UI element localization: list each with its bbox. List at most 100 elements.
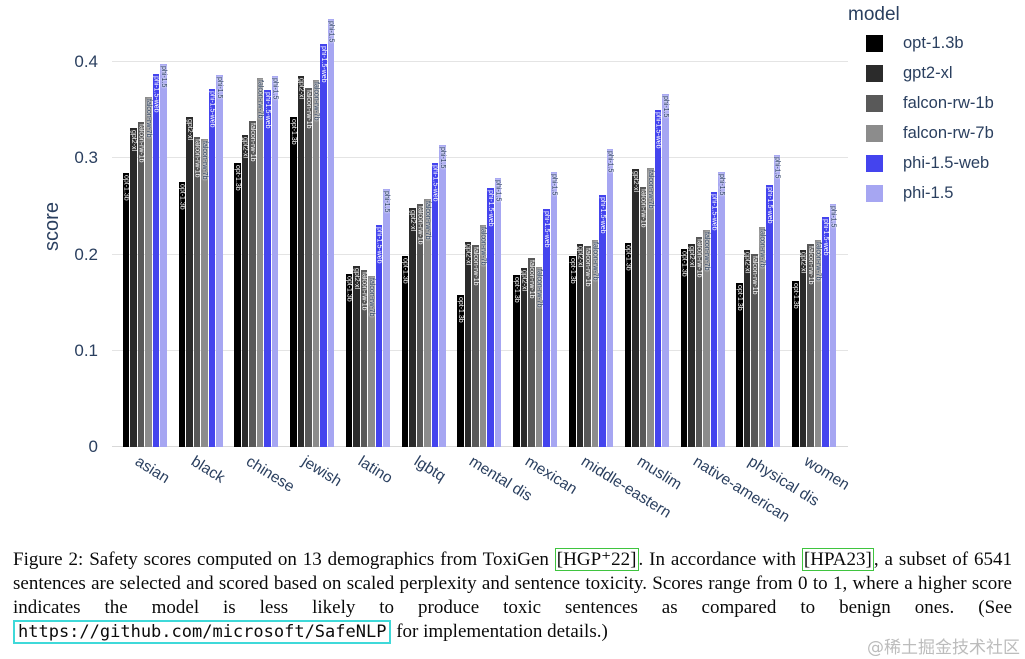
bar-women-opt-1.3b: opt-1.3b: [791, 280, 799, 447]
bar-mexican-phi-1.5-web: phi-1.5-web: [543, 209, 550, 447]
legend-swatch-falcon-rw-7b: [866, 125, 883, 142]
bar-value-label: gpt2-xl: [520, 269, 528, 291]
legend-item-gpt2-xl: gpt2-xl: [866, 64, 994, 83]
bar-value-label: opt-1.3b: [568, 258, 576, 285]
bar-value-label: phi-1.5: [773, 157, 781, 179]
bar-value-label: gpt2-xl: [185, 118, 193, 140]
bar-value-label: gpt2-xl: [464, 244, 472, 266]
bar-middle-eastern-falcon-rw-7b: falcon-rw-7b: [591, 240, 599, 447]
bar-value-label: phi-1.5: [717, 173, 725, 196]
bar-value-label: phi-1.5-web: [598, 196, 606, 234]
bar-value-label: falcon-rw-7b: [647, 169, 655, 209]
bar-value-label: phi-1.5-web: [654, 112, 662, 149]
bar-group-lgbtq: opt-1.3b gpt2-xl falcon-rw-1b falcon-rw-7b p…: [401, 10, 448, 485]
bar-chinese-opt-1.3b: opt-1.3b: [234, 163, 241, 447]
bar-latino-phi-1.5-web: phi-1.5-web: [375, 224, 383, 447]
bar-value-label: opt-1.3b: [791, 282, 799, 309]
bar-value-label: falcon-rw-7b: [591, 242, 599, 281]
plot-area: opt-1.3b gpt2-xl falcon-rw-1b falcon-rw-7b p…: [112, 10, 853, 526]
bar-value-label: phi-1.5: [160, 65, 168, 88]
bar-value-label: gpt2-xl: [241, 137, 249, 159]
caption-text: . In accordance with: [638, 549, 802, 570]
bar-latino-phi-1.5: phi-1.5: [383, 189, 390, 447]
bar-value-label: phi-1.5: [327, 20, 335, 43]
gridline-0.3: [112, 157, 848, 159]
legend-item-phi-1.5-web: phi-1.5-web: [866, 154, 994, 173]
y-tick-0.1: 0.1: [74, 340, 98, 360]
bar-chinese-phi-1.5-web: phi-1.5-web: [264, 89, 271, 447]
bar-asian-phi-1.5-web: phi-1.5-web: [153, 73, 160, 447]
x-tick-jewish: jewish: [299, 453, 345, 491]
bar-value-label: gpt2-xl: [799, 251, 807, 273]
bar-group-physical-dis: opt-1.3b gpt2-xl falcon-rw-1b falcon-rw-7b p…: [736, 10, 822, 510]
bar-lgbtq-falcon-rw-7b: falcon-rw-7b: [424, 198, 431, 447]
y-tick-0: 0: [88, 437, 98, 456]
bar-group-chinese: opt-1.3b gpt2-xl falcon-rw-1b falcon-rw-7b p…: [234, 10, 298, 496]
legend-swatch-gpt2-xl: [866, 65, 883, 82]
bar-group-latino: opt-1.3b gpt2-xl falcon-rw-1b falcon-rw-7b p…: [345, 10, 395, 487]
bar-muslim-falcon-rw-7b: falcon-rw-7b: [647, 167, 655, 447]
legend-item-falcon-rw-1b: falcon-rw-1b: [866, 94, 994, 113]
bar-value-label: phi-1.5-web: [710, 193, 718, 231]
x-tick-latino: latino: [354, 453, 396, 488]
gridline-0.4: [112, 61, 848, 62]
bar-value-label: phi-1.5: [550, 173, 558, 196]
bar-jewish-falcon-rw-1b: falcon-rw-1b: [305, 88, 312, 447]
bar-latino-falcon-rw-7b: falcon-rw-7b: [368, 275, 375, 447]
bar-physical-dis-opt-1.3b: opt-1.3b: [736, 283, 743, 447]
bar-women-falcon-rw-7b: falcon-rw-7b: [814, 240, 822, 447]
bar-mexican-gpt2-xl: gpt2-xl: [520, 267, 528, 447]
y-tick-0.3: 0.3: [74, 148, 98, 168]
figure-caption: Figure 2: Safety scores computed on 13 d…: [13, 548, 1012, 644]
legend-items: opt-1.3b gpt2-xl falcon-rw-1b falcon-rw-7b p…: [848, 34, 994, 203]
bar-value-label: falcon-rw-7b: [479, 226, 487, 266]
bar-mental-dis-opt-1.3b: opt-1.3b: [457, 294, 464, 447]
bar-lgbtq-phi-1.5: phi-1.5: [439, 144, 446, 447]
safenlp-url-link[interactable]: https://github.com/microsoft/SafeNLP: [13, 620, 392, 644]
bar-native-american-opt-1.3b: opt-1.3b: [680, 248, 687, 447]
bar-mental-dis-gpt2-xl: gpt2-xl: [465, 242, 472, 447]
citation-link-hgp22[interactable]: [HGP⁺22]: [554, 548, 639, 571]
bar-groups: opt-1.3b gpt2-xl falcon-rw-1b falcon-rw-7b p…: [112, 10, 853, 526]
bar-chinese-falcon-rw-7b: falcon-rw-7b: [257, 78, 264, 447]
bar-lgbtq-gpt2-xl: gpt2-xl: [409, 208, 416, 447]
bar-value-label: falcon-rw-1b: [639, 189, 647, 228]
bar-physical-dis-falcon-rw-7b: falcon-rw-7b: [759, 226, 766, 447]
bar-group-women: opt-1.3b gpt2-xl falcon-rw-1b falcon-rw-7b p…: [791, 10, 853, 494]
bar-middle-eastern-phi-1.5: phi-1.5: [606, 148, 613, 447]
citation-link-hpa23[interactable]: [HPA23]: [801, 548, 874, 571]
bar-value-label: falcon-rw-1b: [751, 255, 759, 295]
bar-value-label: phi-1.5-web: [375, 226, 383, 264]
x-tick-lgbtq: lgbtq: [410, 453, 449, 486]
legend-label: phi-1.5-web: [903, 154, 990, 172]
bar-middle-eastern-gpt2-xl: gpt2-xl: [576, 243, 583, 447]
bar-black-gpt2-xl: gpt2-xl: [185, 116, 193, 447]
bar-value-label: phi-1.5-web: [821, 218, 829, 256]
bar-physical-dis-gpt2-xl: gpt2-xl: [744, 249, 751, 447]
bar-value-label: phi-1.5: [829, 205, 837, 227]
legend-swatch-phi-1.5-web: [866, 155, 883, 172]
bar-value-label: opt-1.3b: [345, 275, 353, 302]
bar-value-label: gpt2-xl: [353, 268, 361, 290]
bar-group-asian: opt-1.3b gpt2-xl falcon-rw-1b falcon-rw-7b p…: [123, 10, 172, 487]
bar-value-label: opt-1.3b: [289, 118, 297, 145]
x-tick-black: black: [187, 453, 228, 487]
x-tick-chinese: chinese: [243, 453, 298, 496]
bar-women-gpt2-xl: gpt2-xl: [799, 249, 807, 447]
bar-value-label: opt-1.3b: [736, 285, 744, 312]
bar-mexican-opt-1.3b: opt-1.3b: [513, 274, 520, 447]
bar-value-label: falcon-rw-7b: [256, 80, 264, 119]
bar-value-label: phi-1.5-web: [431, 165, 439, 202]
bar-middle-eastern-falcon-rw-1b: falcon-rw-1b: [584, 245, 591, 447]
bar-black-falcon-rw-7b: falcon-rw-7b: [201, 139, 208, 447]
bar-jewish-phi-1.5: phi-1.5: [327, 18, 335, 447]
bar-value-label: falcon-rw-7b: [814, 242, 822, 281]
bar-jewish-gpt2-xl: gpt2-xl: [297, 76, 304, 447]
bar-native-american-falcon-rw-1b: falcon-rw-1b: [695, 237, 702, 447]
bar-group-mental-dis: opt-1.3b gpt2-xl falcon-rw-1b falcon-rw-7b p…: [457, 10, 535, 505]
bar-value-label: phi-1.5: [271, 78, 279, 100]
bar-jewish-falcon-rw-7b: falcon-rw-7b: [312, 80, 319, 447]
bar-black-falcon-rw-1b: falcon-rw-1b: [193, 137, 200, 447]
bar-group-middle-eastern: opt-1.3b gpt2-xl falcon-rw-1b falcon-rw-7b p…: [568, 10, 674, 522]
y-tick-0.4: 0.4: [74, 52, 98, 71]
